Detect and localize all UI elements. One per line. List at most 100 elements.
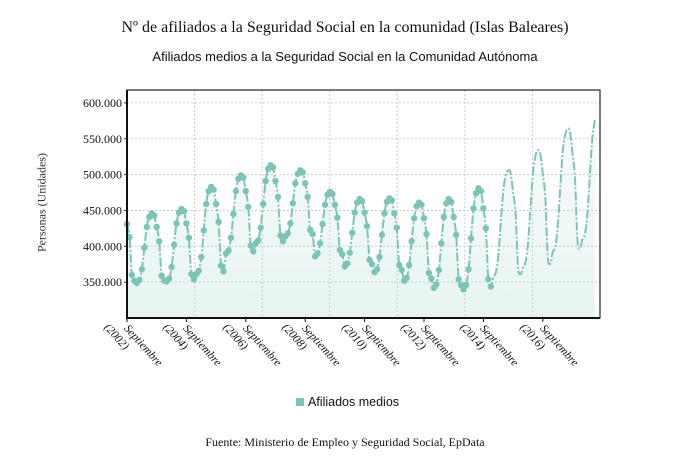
data-point [376, 253, 383, 261]
data-point [408, 238, 415, 245]
data-point [272, 177, 279, 185]
legend-label: Afiliados medios [308, 395, 400, 409]
data-point [240, 174, 247, 181]
data-point [363, 223, 371, 230]
y-tick-label: 550.000 [83, 132, 122, 146]
data-point [183, 220, 190, 227]
source-footer: Fuente: Ministerio de Empleo y Seguridad… [205, 435, 485, 449]
data-point [452, 231, 460, 239]
data-point [155, 238, 163, 245]
data-point [428, 275, 435, 282]
data-point [435, 266, 443, 274]
y-tick-label: 350.000 [83, 275, 122, 289]
data-point [321, 201, 329, 208]
data-point [220, 268, 227, 275]
legend[interactable]: Afiliados medios [296, 395, 399, 409]
data-point [143, 223, 150, 231]
data-point [373, 266, 381, 273]
data-point [329, 190, 336, 198]
data-point [319, 220, 326, 228]
data-point [245, 203, 252, 211]
data-point [269, 164, 277, 171]
data-point [438, 240, 445, 247]
data-point [346, 249, 353, 256]
data-point [165, 275, 173, 282]
data-point [287, 220, 294, 227]
data-point [198, 253, 205, 261]
data-point [314, 250, 321, 257]
data-point [138, 266, 146, 273]
data-point [274, 193, 282, 201]
data-point [195, 267, 202, 274]
data-point [403, 274, 410, 282]
data-point [250, 248, 257, 255]
data-point [477, 187, 485, 195]
data-point [472, 190, 480, 197]
data-point [279, 238, 287, 245]
data-point [230, 210, 237, 218]
data-point [185, 234, 193, 241]
data-point [425, 269, 433, 277]
data-point [289, 200, 297, 207]
data-point [480, 205, 487, 212]
data-point [423, 230, 430, 238]
series-area [127, 120, 595, 318]
data-point [262, 177, 269, 185]
data-point [227, 234, 235, 241]
data-point [136, 276, 143, 284]
data-point [391, 210, 398, 217]
data-point [378, 231, 386, 239]
data-point [361, 209, 368, 216]
data-point [440, 213, 447, 221]
data-point [334, 214, 341, 221]
data-point [351, 209, 358, 216]
data-point [358, 197, 366, 205]
data-point [448, 198, 455, 206]
data-point [485, 276, 492, 283]
data-point [420, 215, 428, 222]
data-point [418, 201, 425, 208]
data-point [217, 262, 225, 269]
data-point [153, 223, 160, 231]
data-point [398, 266, 405, 274]
data-point [292, 180, 299, 187]
data-point [173, 220, 180, 227]
data-point [254, 237, 262, 244]
data-point [188, 271, 195, 278]
data-point [331, 201, 339, 208]
data-point [141, 244, 148, 251]
data-point [462, 281, 470, 289]
data-point [467, 235, 475, 242]
data-point [151, 212, 158, 219]
data-point [200, 227, 207, 234]
data-point [232, 187, 240, 195]
data-point [299, 169, 306, 176]
data-point [259, 200, 267, 208]
data-point [381, 210, 388, 217]
data-point [128, 271, 136, 279]
data-point [168, 263, 175, 271]
data-point [316, 240, 324, 247]
data-point [339, 250, 346, 258]
y-tick-label: 600.000 [83, 96, 122, 110]
y-tick-label: 400.000 [83, 239, 122, 253]
data-point [388, 197, 396, 204]
data-point [247, 242, 254, 249]
data-point [225, 247, 232, 254]
legend-swatch-icon [296, 398, 304, 406]
data-point [212, 200, 220, 208]
data-point [304, 193, 311, 201]
data-point [210, 186, 217, 193]
data-point [487, 283, 495, 290]
data-point [368, 261, 376, 268]
y-tick-label: 450.000 [83, 203, 122, 217]
chart-title: Nº de afiliados a la Seguridad Social en… [121, 19, 569, 36]
data-point [277, 232, 284, 239]
data-point [396, 261, 403, 269]
data-point [302, 180, 309, 187]
data-point [349, 229, 356, 236]
data-point [190, 276, 198, 283]
data-point [158, 272, 165, 279]
data-point [203, 200, 210, 208]
